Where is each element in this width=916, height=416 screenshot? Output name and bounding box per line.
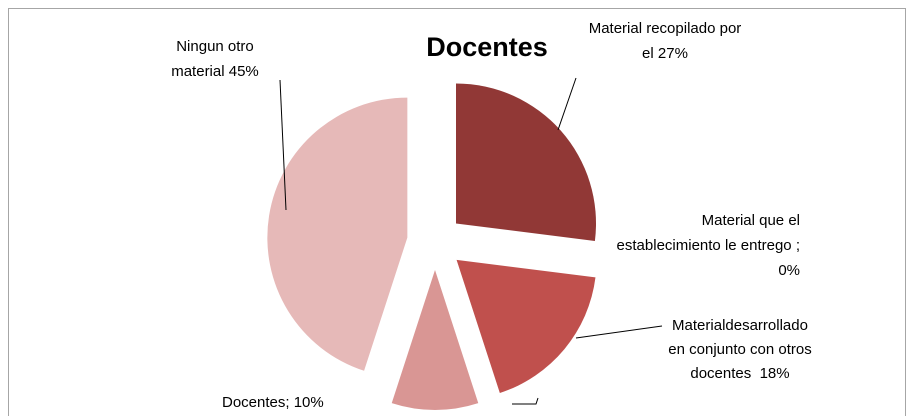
leader-line <box>279 79 287 211</box>
leader-line <box>557 77 577 131</box>
chart-frame <box>8 8 906 416</box>
value-label: 27% <box>657 45 688 62</box>
slices <box>267 83 597 410</box>
value-label: 45% <box>228 63 259 80</box>
leader-line <box>575 325 663 339</box>
leader-line <box>512 397 539 405</box>
value-label: 18% <box>759 365 790 382</box>
slice-label: Docentes; 10% <box>222 390 324 415</box>
chart-title: Docentes <box>426 32 548 62</box>
pie-slice <box>456 83 597 242</box>
slice-label: Ningun otro material 45% <box>150 34 280 84</box>
slice-label: Materialdesarrollado en conjunto con otr… <box>668 314 812 386</box>
pie-slice <box>267 97 408 371</box>
category: Materialdesarrollado en conjunto con otr… <box>668 317 816 382</box>
slice-label: Material que el establecimiento le entre… <box>600 208 800 283</box>
value-label: 10% <box>293 394 324 411</box>
category: Docentes; <box>222 394 290 411</box>
value-label: 0% <box>778 262 800 279</box>
category: Ningun otro material <box>171 38 258 80</box>
pie-slice <box>391 270 479 410</box>
leaders <box>279 77 663 405</box>
slice-label: Material recopilado por el 27% <box>585 16 745 66</box>
category: Material recopilado por el <box>588 20 746 62</box>
category: Material que el establecimiento le entre… <box>616 212 805 254</box>
pie-slice <box>456 259 596 393</box>
